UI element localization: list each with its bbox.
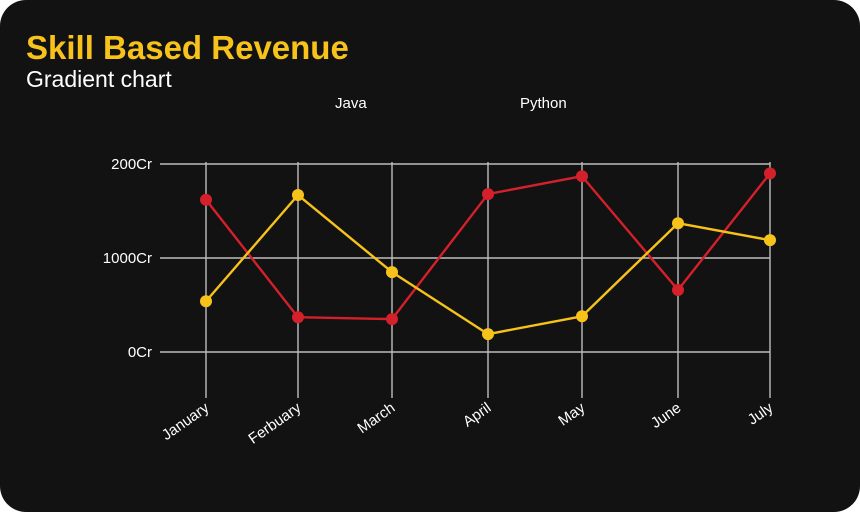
chart-subtitle: Gradient chart (26, 66, 172, 92)
y-tick-label: 200Cr (111, 156, 152, 173)
x-tick-label: April (460, 399, 494, 430)
data-point (482, 188, 494, 201)
data-point (576, 310, 588, 323)
data-point (672, 283, 684, 296)
x-tick-label: May (555, 399, 588, 429)
data-point (292, 189, 304, 202)
data-point (672, 217, 684, 230)
x-tick-label: January (159, 399, 213, 444)
data-point (386, 313, 398, 326)
y-tick-label: 1000Cr (103, 250, 152, 267)
x-tick-label: June (648, 399, 684, 432)
data-point (576, 170, 588, 183)
data-point (200, 193, 212, 206)
legend-label-java: Java (335, 95, 367, 112)
data-point (200, 295, 212, 308)
x-tick-label: Ferbuary (245, 399, 304, 448)
data-point (386, 266, 398, 279)
data-point (764, 234, 776, 247)
y-tick-label: 0Cr (128, 344, 152, 361)
x-tick-label: March (354, 399, 398, 437)
legend-label-python: Python (520, 95, 567, 112)
data-point (764, 167, 776, 180)
x-tick-label: July (745, 399, 777, 429)
data-point (482, 328, 494, 341)
chart-title: Skill Based Revenue (26, 29, 349, 66)
data-point (292, 311, 304, 324)
